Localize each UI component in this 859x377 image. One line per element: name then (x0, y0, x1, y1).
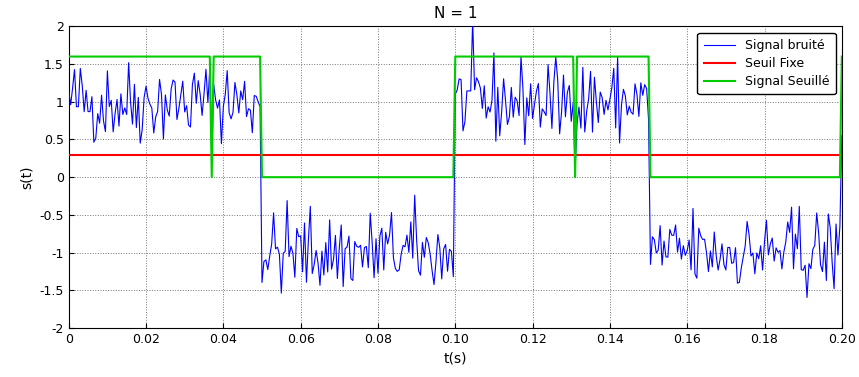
Title: N = 1: N = 1 (434, 6, 477, 21)
Signal Seuillé (558, 54, 569, 59)
Signal bruité (64, 89, 74, 93)
Signal Seuillé (206, 175, 216, 179)
Line: Signal Seuillé: Signal Seuillé (69, 57, 842, 177)
Signal Seuillé (454, 54, 464, 59)
Signal bruité (631, 92, 642, 97)
X-axis label: t(s): t(s) (443, 351, 467, 365)
Y-axis label: s(t): s(t) (20, 166, 34, 189)
Signal Seuillé (344, 175, 354, 179)
Legend: Signal bruité, Seuil Fixe, Signal Seuillé: Signal bruité, Seuil Fixe, Signal Seuill… (698, 33, 836, 94)
Signal bruité (342, 245, 352, 249)
Signal bruité (467, 18, 478, 23)
Signal bruité (558, 73, 569, 77)
Signal bruité (801, 295, 812, 300)
Signal Seuillé (164, 54, 174, 59)
Signal bruité (164, 114, 174, 118)
Signal Seuillé (631, 54, 642, 59)
Signal bruité (489, 51, 499, 55)
Signal bruité (837, 133, 847, 138)
Signal Seuillé (837, 54, 847, 59)
Line: Signal bruité: Signal bruité (69, 20, 842, 297)
Signal Seuillé (64, 54, 74, 59)
Signal Seuillé (489, 54, 499, 59)
Signal bruité (452, 88, 462, 92)
